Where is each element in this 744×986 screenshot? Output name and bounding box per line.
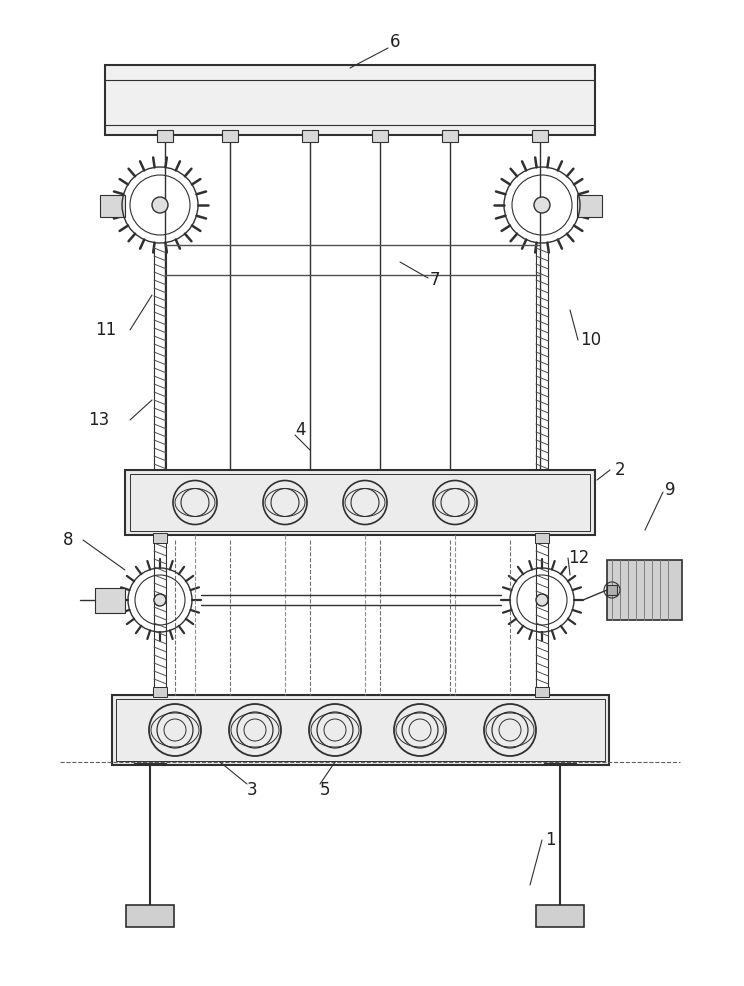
Text: 1: 1 [545,831,556,849]
Bar [577,195,602,217]
Bar [153,533,167,543]
Bar [112,695,609,765]
Text: 12: 12 [568,549,589,567]
Text: 11: 11 [95,321,116,339]
Bar [607,560,682,620]
Text: 5: 5 [320,781,330,799]
Bar [130,474,590,531]
Circle shape [152,197,168,213]
Bar [535,533,549,543]
Circle shape [534,197,550,213]
Bar [535,687,549,697]
Bar [153,687,167,697]
Bar [372,130,388,142]
Text: 6: 6 [390,33,400,51]
Bar [125,470,595,535]
Bar [302,130,318,142]
Bar [607,585,617,595]
Bar [100,195,125,217]
Circle shape [536,594,548,606]
Text: 4: 4 [295,421,306,439]
Bar [126,905,174,927]
Bar [222,130,238,142]
Text: 9: 9 [665,481,676,499]
Text: 7: 7 [430,271,440,289]
Bar [116,699,605,761]
Bar [536,905,584,927]
Bar [532,130,548,142]
Bar [157,130,173,142]
Text: 2: 2 [615,461,626,479]
Bar [442,130,458,142]
Text: 10: 10 [580,331,601,349]
Circle shape [154,594,166,606]
Text: 8: 8 [63,531,74,549]
Bar [95,588,125,613]
Text: 13: 13 [88,411,109,429]
Bar [105,65,595,135]
Text: 3: 3 [247,781,257,799]
